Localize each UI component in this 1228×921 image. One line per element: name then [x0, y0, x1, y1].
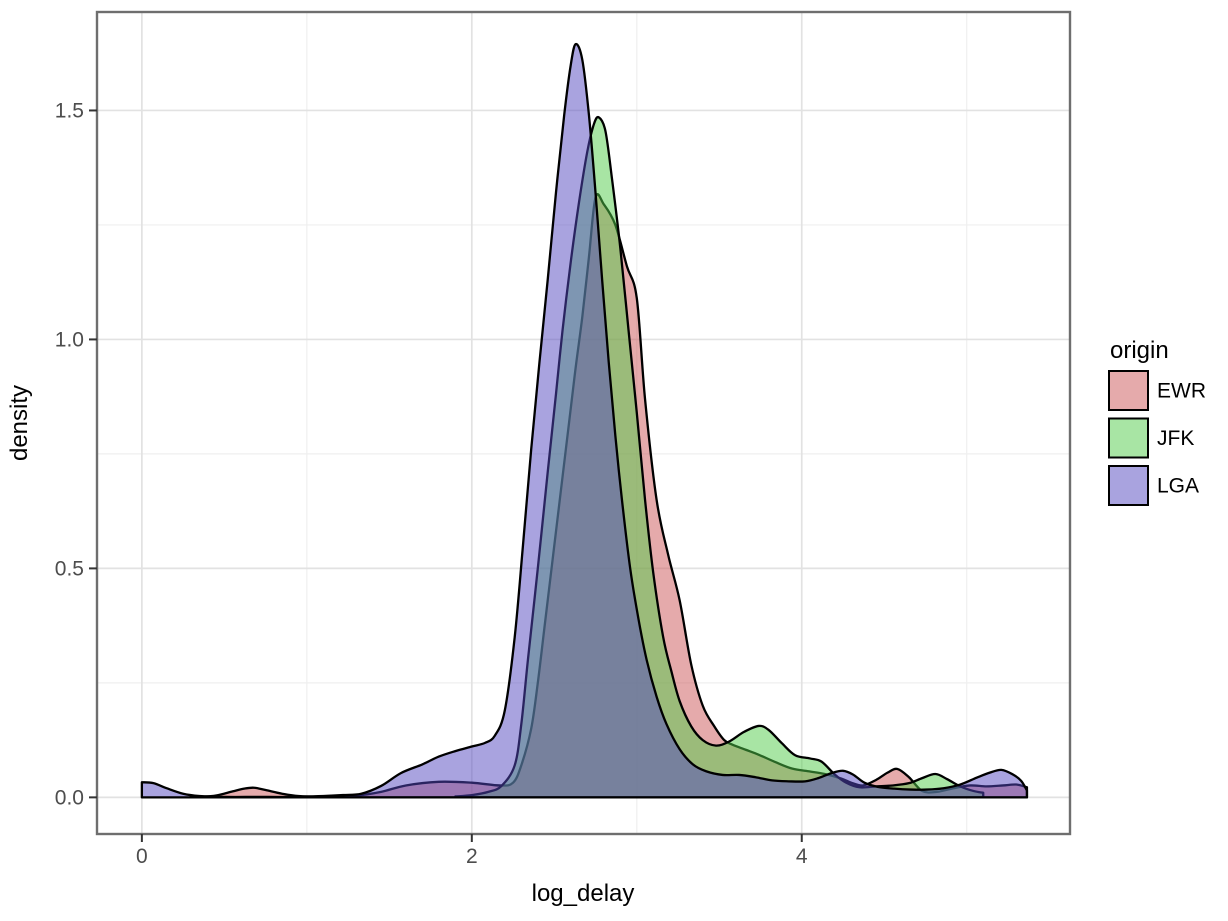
x-tick-labels: 0 2 4: [136, 845, 808, 868]
legend: origin EWR JFK LGA: [1108, 337, 1206, 506]
density-areas: [140, 42, 1029, 799]
legend-entries: EWR JFK LGA: [1108, 370, 1206, 506]
y-tick-labels: 0.0 0.5 1.0 1.5: [55, 99, 84, 809]
density-area-lga: [140, 42, 1029, 799]
axis-ticks: [89, 109, 803, 842]
legend-label-lga: LGA: [1157, 475, 1199, 498]
y-tick-label-1.5: 1.5: [55, 99, 84, 122]
legend-title: origin: [1110, 337, 1169, 364]
legend-label-ewr: EWR: [1157, 380, 1206, 403]
x-tick-label-2: 2: [466, 845, 478, 868]
y-axis-title: density: [6, 385, 33, 461]
y-tick-label-0.0: 0.0: [55, 786, 84, 809]
legend-label-jfk: JFK: [1157, 427, 1194, 450]
panel-border: [95, 10, 1072, 836]
y-tick-label-1.0: 1.0: [55, 328, 84, 351]
legend-swatch-lga: [1108, 465, 1149, 506]
x-tick-label-0: 0: [136, 845, 148, 868]
x-tick-label-4: 4: [796, 845, 808, 868]
y-tick-label-0.5: 0.5: [55, 557, 84, 580]
legend-swatch-ewr: [1108, 370, 1149, 411]
x-axis-title: log_delay: [532, 880, 635, 907]
legend-swatch-jfk: [1108, 417, 1149, 459]
